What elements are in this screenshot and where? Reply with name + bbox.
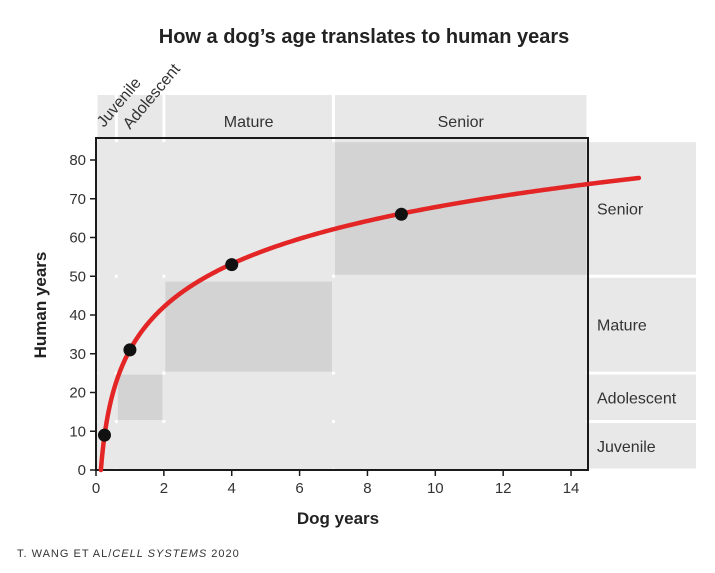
human-stage-label-juvenile: Juvenile — [597, 439, 656, 456]
data-point — [97, 428, 111, 442]
credit-year: 2020 — [207, 548, 240, 560]
human-stage-label-mature: Mature — [597, 318, 647, 335]
human-stage-label-senior: Senior — [597, 201, 644, 218]
source-credit: T. WANG ET AL/CELL SYSTEMS 2020 — [17, 548, 240, 560]
x-tick-label: 12 — [495, 480, 512, 497]
x-tick-label: 8 — [363, 480, 371, 497]
overlap-box-1 — [117, 374, 163, 421]
y-tick-label: 10 — [69, 423, 86, 440]
human-stage-label-adolescent: Adolescent — [597, 390, 677, 407]
x-tick-label: 2 — [160, 480, 168, 497]
y-tick-label: 50 — [69, 268, 86, 285]
plot-frame — [95, 137, 589, 471]
y-axis-label: Human years — [31, 252, 50, 359]
data-point — [123, 343, 137, 357]
y-tick-label: 70 — [69, 191, 86, 208]
axes: 0 2 4 6 8 10 12 14 0 10 20 30 40 50 60 70 80 — [69, 152, 579, 497]
x-tick-label: 4 — [228, 480, 236, 497]
data-point — [394, 207, 408, 221]
y-tick-label: 60 — [69, 230, 86, 247]
data-point — [225, 258, 239, 272]
x-tick-label: 0 — [92, 480, 100, 497]
chart-title: How a dog’s age translates to human year… — [159, 26, 570, 48]
y-tick-label: 80 — [69, 152, 86, 169]
overlap-boxes — [117, 142, 587, 421]
x-tick-label: 6 — [295, 480, 303, 497]
y-tick-label: 0 — [78, 462, 86, 479]
overlap-box-2 — [165, 281, 333, 372]
x-axis-label: Dog years — [297, 509, 379, 528]
y-tick-label: 20 — [69, 385, 86, 402]
highlighted-points — [97, 207, 408, 442]
x-tick-label: 10 — [427, 480, 444, 497]
overlap-box-3 — [335, 142, 587, 275]
x-tick-label: 14 — [563, 480, 580, 497]
dog-stage-label-mature: Mature — [224, 114, 274, 131]
y-tick-label: 30 — [69, 346, 86, 363]
credit-journal: CELL SYSTEMS — [112, 548, 208, 560]
credit-prefix: T. WANG ET AL/ — [17, 548, 113, 560]
y-tick-label: 40 — [69, 307, 86, 324]
dog-stage-label-senior: Senior — [438, 114, 485, 131]
human-band-adolescent — [96, 374, 696, 421]
human-band-juvenile — [96, 423, 696, 469]
